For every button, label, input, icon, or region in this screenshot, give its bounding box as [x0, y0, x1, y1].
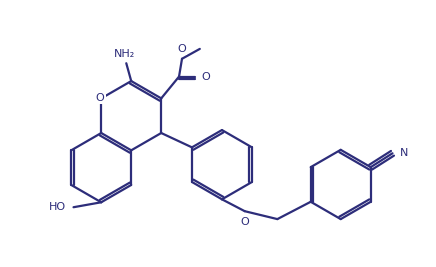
Text: HO: HO [48, 202, 65, 212]
Text: O: O [177, 44, 186, 54]
Text: O: O [240, 217, 249, 227]
Text: N: N [399, 148, 408, 158]
Text: NH₂: NH₂ [114, 49, 135, 59]
Text: O: O [202, 72, 211, 82]
Text: O: O [96, 93, 105, 103]
